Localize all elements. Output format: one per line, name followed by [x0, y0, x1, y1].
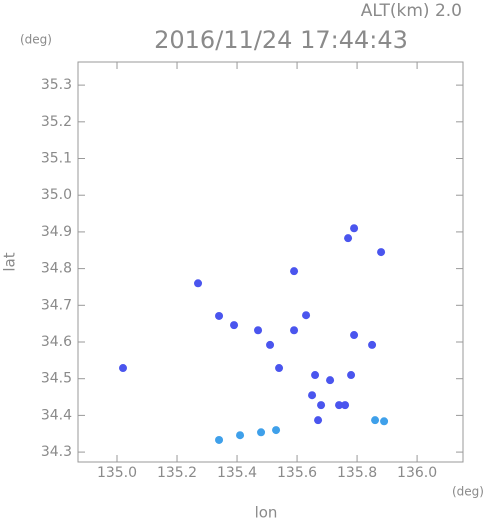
echo: [368, 340, 377, 349]
echo: [308, 391, 317, 400]
y-tick-label: 34.6: [41, 334, 72, 350]
y-tick-label: 34.3: [41, 444, 72, 460]
y-unit: (deg): [20, 33, 52, 47]
y-axis-label: lat: [1, 252, 19, 271]
x-unit: (deg): [452, 485, 484, 499]
echo: [377, 248, 386, 257]
echo: [275, 364, 284, 373]
echo: [215, 435, 224, 444]
y-tick-label: 35.1: [41, 151, 72, 167]
echo: [347, 371, 356, 380]
echo: [215, 311, 224, 320]
echo: [272, 426, 281, 435]
echo: [254, 326, 263, 335]
echo: [119, 364, 128, 373]
echo: [236, 431, 245, 440]
echo: [266, 340, 275, 349]
echo: [314, 416, 323, 425]
x-tick-label: 135.6: [277, 465, 317, 481]
echo: [371, 416, 380, 425]
y-tick-label: 35.3: [41, 77, 72, 93]
plot-frame: [77, 61, 464, 463]
y-tick-label: 34.7: [41, 297, 72, 313]
chart-title: 2016/11/24 17:44:43: [154, 26, 408, 54]
echo: [335, 401, 344, 410]
x-tick-label: 135.8: [337, 465, 377, 481]
x-tick-label: 136.0: [397, 465, 437, 481]
echo: [350, 224, 359, 233]
echo: [317, 401, 326, 410]
echo: [344, 234, 353, 243]
echo: [311, 371, 320, 380]
echo: [302, 311, 311, 320]
echo: [380, 417, 389, 426]
x-tick-label: 135.2: [157, 465, 197, 481]
echo: [290, 326, 299, 335]
chart-subtitle: ALT(km) 2.0: [361, 1, 462, 21]
y-tick-label: 34.5: [41, 371, 72, 387]
echo: [290, 267, 299, 276]
y-tick-label: 34.4: [41, 407, 72, 423]
echo: [230, 321, 239, 330]
echo: [341, 401, 350, 410]
x-tick-label: 135.4: [217, 465, 257, 481]
echo: [350, 331, 359, 340]
y-tick-label: 35.2: [41, 114, 72, 130]
y-tick-label: 35.0: [41, 187, 72, 203]
x-axis-label: lon: [255, 504, 278, 521]
x-tick-label: 135.0: [97, 465, 137, 481]
y-tick-label: 34.8: [41, 261, 72, 277]
echo: [326, 376, 335, 385]
y-tick-label: 34.9: [41, 224, 72, 240]
echo: [194, 279, 203, 288]
echo: [257, 428, 266, 437]
